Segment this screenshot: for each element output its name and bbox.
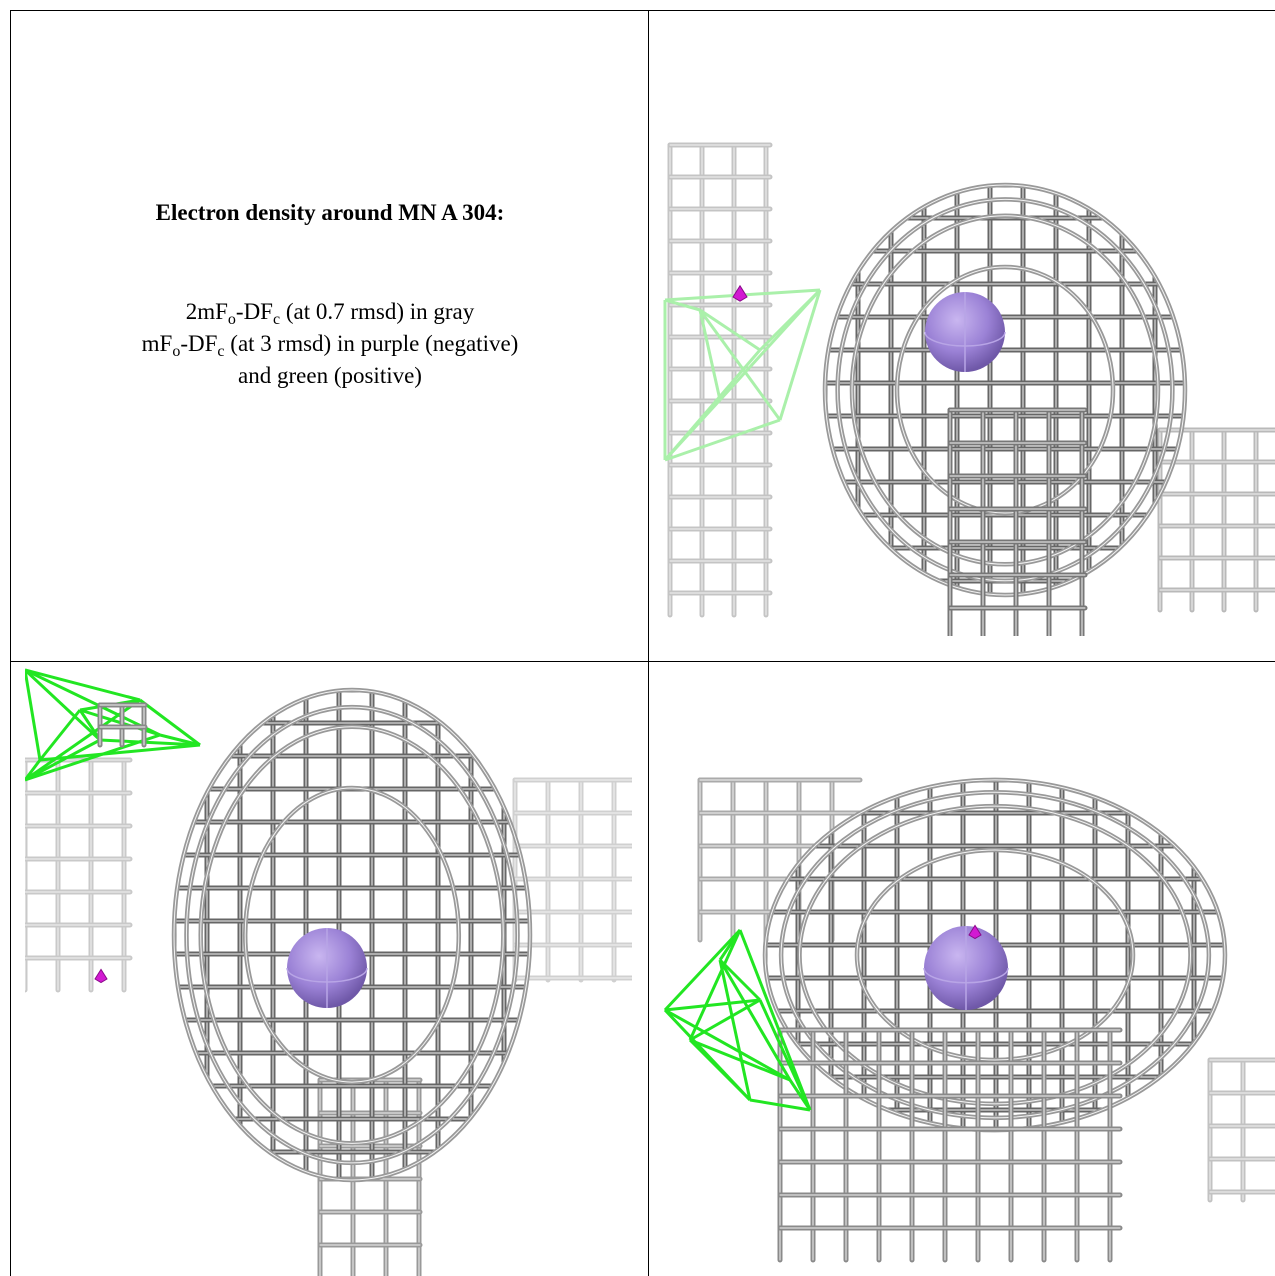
- mesh-part: [25, 668, 102, 742]
- mesh-part: [242, 785, 462, 1085]
- mesh-part: [738, 929, 812, 1111]
- mesh-part: [688, 1038, 752, 1102]
- caption: Electron density around MN A 304: 2mFo-D…: [12, 200, 648, 392]
- mesh-part: [764, 779, 1226, 1131]
- mesh-part: [244, 787, 460, 1083]
- mesh-part: [25, 668, 141, 702]
- mesh-part: [837, 198, 1173, 582]
- mesh-part: [663, 928, 742, 1012]
- text: -DF: [235, 299, 273, 324]
- mesh-part: [25, 668, 161, 737]
- mesh-patch: [947, 407, 1088, 636]
- mesh-part: [824, 184, 1186, 596]
- negative-peak: [732, 284, 748, 302]
- caption-line: mFo-DFc (at 3 rmsd) in purple (negative): [12, 328, 648, 360]
- mesh-part: [851, 215, 1159, 565]
- subscript: c: [272, 311, 281, 328]
- mesh-patch: [667, 142, 773, 618]
- mesh-part: [698, 309, 782, 421]
- mesh-patch: [25, 757, 133, 993]
- subscript: o: [227, 311, 236, 328]
- mesh-part: [78, 709, 102, 741]
- mesh-part: [758, 288, 822, 352]
- mesh-part: [718, 958, 762, 1002]
- mesh-part: [664, 1008, 791, 1082]
- mesh-part: [758, 999, 812, 1111]
- text: (at 0.7 rmsd) in gray: [280, 299, 475, 324]
- mesh-part: [173, 689, 531, 1181]
- mesh-patch: [777, 1027, 1123, 1263]
- mesh-part: [664, 418, 781, 462]
- mesh-part: [25, 669, 42, 761]
- caption-title: Electron density around MN A 304:: [155, 200, 505, 225]
- caption-line: 2mFo-DFc (at 0.7 rmsd) in gray: [12, 296, 648, 328]
- mesh-part: [856, 849, 1134, 1061]
- mesh-part: [718, 959, 792, 1081]
- mesh-part: [200, 726, 504, 1144]
- mesh-part: [718, 959, 752, 1101]
- mesh-part: [185, 706, 519, 1164]
- mesh-part: [718, 929, 742, 961]
- figure-frame: [10, 10, 1275, 1276]
- mesh-part: [25, 738, 101, 782]
- density-mesh: [822, 182, 1188, 598]
- mesh-part: [159, 733, 201, 747]
- text: (at 3 rmsd) in purple (negative): [224, 331, 519, 356]
- mesh-part: [749, 1098, 811, 1112]
- mesh-patch: [97, 702, 148, 748]
- text: 2mF: [185, 299, 228, 324]
- mesh-patch: [1207, 1057, 1275, 1203]
- caption-line: and green (positive): [12, 360, 648, 392]
- mesh-part: [688, 929, 742, 1041]
- mesh-part: [699, 308, 761, 352]
- positive-mesh: [663, 288, 822, 462]
- mesh-patch: [512, 777, 632, 983]
- mesh-part: [664, 298, 701, 312]
- negative-peak: [968, 924, 982, 940]
- subscript: o: [172, 343, 181, 360]
- mesh-part: [799, 805, 1192, 1105]
- mesh-part: [788, 1079, 812, 1111]
- mesh-part: [822, 182, 1188, 598]
- mesh-part: [25, 733, 161, 782]
- mesh-part: [698, 309, 722, 401]
- text: -DF: [180, 331, 218, 356]
- ion-shading: [286, 928, 368, 1008]
- mesh-part: [38, 709, 82, 761]
- divider: [10, 661, 1275, 662]
- mesh-part: [689, 1038, 791, 1082]
- positive-mesh: [663, 928, 812, 1112]
- mesh-patch: [697, 777, 863, 943]
- ion-shading: [923, 926, 1009, 1010]
- divider: [648, 10, 649, 1276]
- text: mF: [141, 331, 173, 356]
- text: and green (positive): [238, 363, 422, 388]
- negative-peak: [94, 968, 108, 984]
- ion-shading: [924, 292, 1006, 372]
- mesh-part: [139, 698, 201, 747]
- mesh-part: [99, 738, 201, 747]
- subscript: c: [217, 343, 225, 360]
- mesh-part: [25, 759, 42, 781]
- mesh-part: [778, 289, 822, 421]
